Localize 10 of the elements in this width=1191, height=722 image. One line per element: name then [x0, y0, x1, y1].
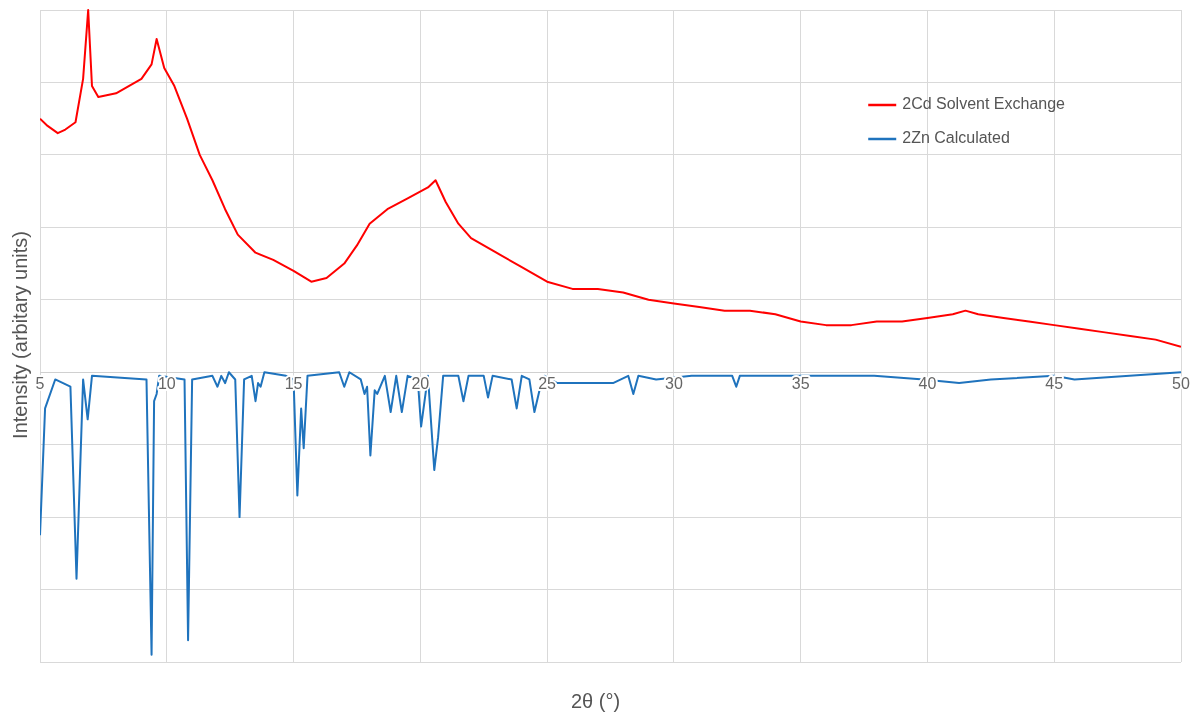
x-tick-label: 50	[1172, 374, 1190, 392]
legend-label: 2Cd Solvent Exchange	[902, 95, 1066, 113]
x-tick-label: 35	[791, 374, 810, 392]
x-tick-label: 30	[664, 374, 683, 392]
x-tick-label: 45	[1045, 374, 1064, 392]
y-axis-title: Intensity (arbitary units)	[8, 231, 32, 439]
x-axis-title: 2θ (°)	[569, 690, 622, 713]
legend-label: 2Zn Calculated	[902, 129, 1010, 147]
x-tick-label: 10	[157, 374, 176, 392]
x-tick-label: 5	[35, 374, 45, 392]
